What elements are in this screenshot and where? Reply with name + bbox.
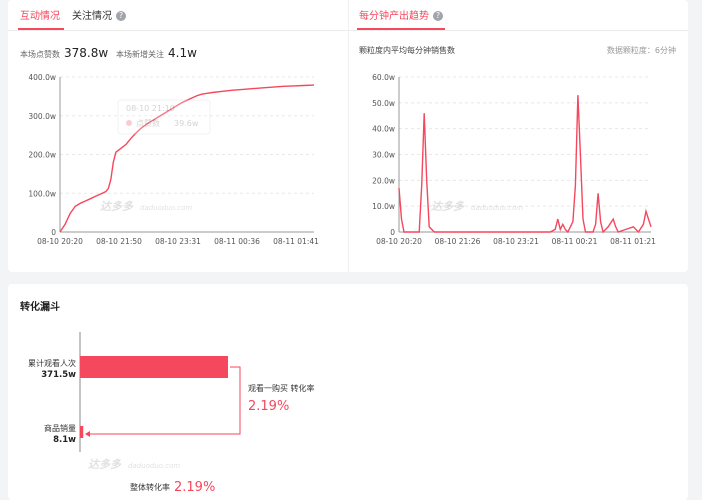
conversion-rate: 2.19% bbox=[248, 399, 289, 414]
tab-interaction-label: 互动情况 bbox=[20, 11, 60, 22]
likes-value: 378.8w bbox=[64, 46, 109, 60]
help-icon[interactable]: ? bbox=[433, 11, 443, 21]
y-tick-label: 0 bbox=[390, 228, 395, 237]
likes-label: 本场点赞数 bbox=[20, 50, 60, 59]
hover-tooltip: 08-10 21:10 点赞数 39.6w bbox=[117, 99, 211, 135]
x-tick-label: 08-11 00:36 bbox=[214, 237, 260, 246]
cumulative-likes-chart[interactable]: 400.0w 300.0w 200.0w 100.0w 008-10 20:20 08-1… bbox=[8, 60, 348, 260]
watermark-domain: daduoduo.com bbox=[128, 462, 180, 470]
tab-follow-label: 关注情况 bbox=[72, 11, 112, 22]
help-icon[interactable]: ? bbox=[116, 11, 126, 21]
tooltip-box bbox=[117, 99, 211, 135]
watermark: 达多多 daduoduo.com bbox=[431, 200, 523, 213]
y-tick-label: 200.0w bbox=[28, 151, 56, 160]
tab-minute-trend-label: 每分钟产出趋势 bbox=[359, 11, 429, 22]
x-tick-label: 08-10 21:50 bbox=[96, 237, 142, 246]
x-tick-label: 08-10 23:31 bbox=[155, 237, 201, 246]
granularity-label: 数据颗粒度：6分钟 bbox=[606, 46, 676, 55]
x-tick-label: 08-11 01:41 bbox=[273, 237, 319, 246]
y-tick-label: 40.0w bbox=[372, 125, 395, 134]
y-tick-label: 0 bbox=[51, 228, 56, 237]
y-tick-label: 60.0w bbox=[372, 73, 395, 82]
connector-arrow-icon bbox=[85, 431, 90, 437]
x-tick-label: 08-10 23:21 bbox=[493, 237, 539, 246]
overall-label: 整体转化率 bbox=[130, 482, 170, 492]
tooltip-value: 39.6w bbox=[174, 119, 199, 128]
watermark: 达多多 daduoduo.com bbox=[100, 200, 192, 213]
follows-value: 4.1w bbox=[168, 46, 197, 60]
tooltip-time: 08-10 21:10 bbox=[126, 104, 175, 113]
x-tick-label: 08-10 20:20 bbox=[37, 237, 83, 246]
funnel-bar bbox=[80, 426, 84, 438]
tab-interaction[interactable]: 互动情况 bbox=[20, 7, 60, 22]
watermark: 达多多 daduoduo.com bbox=[88, 458, 180, 471]
watermark-logo: 达多多 bbox=[100, 200, 134, 213]
conversion-label: 观看一购买 转化率 bbox=[248, 383, 315, 393]
follows-stat: 本场新增关注 4.1w bbox=[116, 42, 197, 61]
y-tick-label: 10.0w bbox=[372, 202, 395, 211]
y-tick-label: 20.0w bbox=[372, 176, 395, 185]
tooltip-label: 点赞数 bbox=[136, 118, 160, 128]
funnel-value-label: 8.1w bbox=[53, 435, 76, 445]
active-tab-indicator bbox=[18, 28, 64, 30]
watermark-domain: daduoduo.com bbox=[140, 204, 192, 212]
follows-label: 本场新增关注 bbox=[116, 50, 164, 59]
series-line bbox=[59, 84, 315, 233]
tab-divider bbox=[349, 30, 688, 31]
y-tick-label: 300.0w bbox=[28, 112, 56, 121]
tab-divider bbox=[8, 30, 348, 31]
panel-divider bbox=[348, 0, 349, 272]
x-tick-label: 08-10 21:26 bbox=[435, 237, 481, 246]
active-tab-indicator bbox=[357, 28, 445, 30]
conversion-connector bbox=[90, 366, 241, 435]
y-tick-label: 100.0w bbox=[28, 189, 56, 198]
conversion-funnel-chart: 累计观看人次 371.5w 商品销量 8.1w 观看一购买 转化率 2.19% 整体转化率 2… bbox=[28, 332, 315, 495]
x-tick-label: 08-11 01:21 bbox=[610, 237, 656, 246]
trend-card: 互动情况 关注情况? 每分钟产出趋势? 本场点赞数 378.8w 本场新增关注 4.… bbox=[8, 0, 688, 272]
series-line bbox=[398, 95, 652, 234]
y-tick-label: 50.0w bbox=[372, 99, 395, 108]
watermark-logo: 达多多 bbox=[431, 200, 465, 213]
x-tick-label: 08-10 20:20 bbox=[376, 237, 422, 246]
tab-follow[interactable]: 关注情况? bbox=[72, 7, 126, 22]
y-tick-label: 400.0w bbox=[28, 73, 56, 82]
watermark-domain: daduoduo.com bbox=[471, 204, 523, 212]
funnel-card: 转化漏斗 累计观看人次 371.5w 商品销量 8.1w 观看一购买 转化率 2.19% 整… bbox=[8, 284, 688, 500]
funnel-category-label: 累计观看人次 bbox=[28, 358, 76, 368]
funnel-value-label: 371.5w bbox=[41, 370, 76, 380]
tab-minute-trend[interactable]: 每分钟产出趋势? bbox=[359, 7, 443, 22]
right-chart-subtitle: 颗粒度内平均每分钟销售数 bbox=[359, 46, 455, 55]
minute-sales-chart[interactable]: 60.0w 50.0w 40.0w 30.0w 20.0w 10.0w 008-10 20:… bbox=[349, 60, 688, 260]
funnel-title: 转化漏斗 bbox=[20, 302, 60, 313]
overall-rate: 2.19% bbox=[174, 480, 215, 495]
funnel-category-label: 商品销量 bbox=[44, 423, 76, 433]
likes-stat: 本场点赞数 378.8w bbox=[20, 42, 108, 61]
funnel-bar bbox=[80, 356, 228, 378]
watermark-logo: 达多多 bbox=[88, 458, 122, 471]
tooltip-dot bbox=[126, 120, 132, 126]
y-tick-label: 30.0w bbox=[372, 151, 395, 160]
x-tick-label: 08-11 00:21 bbox=[552, 237, 598, 246]
